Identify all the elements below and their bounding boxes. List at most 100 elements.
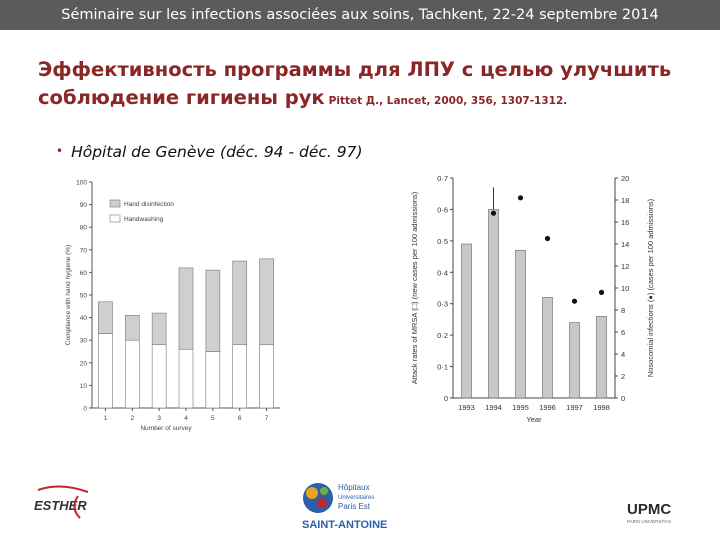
x-tick-label: 1996 bbox=[539, 403, 556, 412]
esther-logo-text: ESTHER bbox=[34, 498, 87, 513]
upmc-logo-subtext: PARIS UNIVERSITAS bbox=[627, 519, 671, 524]
bar-handwashing bbox=[178, 348, 194, 409]
y-tick-label: 50 bbox=[80, 293, 88, 300]
upmc-logo-text: UPMC bbox=[627, 501, 671, 518]
hopitaux-line-2: Universitaires bbox=[338, 495, 374, 501]
legend-label: Hand disinfection bbox=[124, 201, 174, 208]
title-line-2: соблюдение гигиены рук bbox=[38, 86, 325, 109]
hopitaux-line-3: Paris Est bbox=[338, 502, 371, 511]
bar-handwashing bbox=[232, 344, 248, 409]
bullet-item: • Hôpital de Genève (déc. 94 - déc. 97) bbox=[56, 143, 363, 161]
bar-handwashing bbox=[124, 339, 140, 409]
bar-hand-disinfection bbox=[232, 260, 248, 346]
infection-point bbox=[517, 195, 524, 201]
hopitaux-line-1: Hôpitaux bbox=[338, 483, 370, 492]
x-tick-label: 1997 bbox=[566, 403, 583, 412]
left-y-tick-label: 0·4 bbox=[437, 268, 448, 277]
y-tick-label: 30 bbox=[80, 338, 88, 345]
bar-hand-disinfection bbox=[178, 267, 194, 350]
seminar-banner: Séminaire sur les infections associées a… bbox=[0, 0, 720, 30]
x-tick-label: 4 bbox=[184, 415, 188, 422]
x-tick-label: 1998 bbox=[593, 403, 610, 412]
mrsa-bar bbox=[515, 249, 526, 399]
left-y-tick-label: 0·7 bbox=[437, 174, 448, 183]
mrsa-bar bbox=[596, 315, 607, 399]
infection-point bbox=[571, 298, 578, 304]
bar-hand-disinfection bbox=[259, 258, 274, 346]
esther-logo: ESTHER bbox=[30, 482, 96, 522]
mrsa-bar bbox=[542, 297, 553, 399]
citation: Pittet Д., Lancet, 2000, 356, 1307-1312. bbox=[328, 95, 568, 107]
esther-logo-mark: ESTHER bbox=[34, 485, 89, 519]
infection-point bbox=[490, 210, 497, 216]
y-tick-label: 40 bbox=[80, 315, 88, 322]
mrsa-bar bbox=[569, 322, 580, 399]
bar-handwashing bbox=[151, 344, 167, 409]
right-y-tick-label: 2 bbox=[621, 372, 625, 381]
bar-hand-disinfection bbox=[151, 312, 167, 346]
bar-handwashing bbox=[98, 333, 113, 409]
x-tick-label: 5 bbox=[211, 415, 215, 422]
x-tick-label: 1993 bbox=[458, 403, 475, 412]
y-tick-label: 70 bbox=[80, 247, 88, 254]
bar-hand-disinfection bbox=[205, 269, 221, 352]
left-y-tick-label: 0·6 bbox=[437, 205, 448, 214]
y-tick-label: 90 bbox=[80, 202, 88, 209]
right-y-tick-label: 14 bbox=[621, 240, 629, 249]
upmc-logo: UPMC PARIS UNIVERSITAS bbox=[626, 500, 686, 526]
right-y-tick-label: 10 bbox=[621, 284, 629, 293]
left-y-tick-label: 0·2 bbox=[437, 331, 448, 340]
right-y-tick-label: 18 bbox=[621, 196, 629, 205]
slide-title: Эффективность программы для ЛПУ с целью … bbox=[38, 56, 708, 115]
right-y-tick-label: 20 bbox=[621, 174, 629, 183]
bar-handwashing bbox=[205, 351, 221, 409]
y-tick-label: 10 bbox=[80, 383, 88, 390]
y-tick-label: 80 bbox=[80, 225, 88, 232]
bar-hand-disinfection bbox=[124, 315, 140, 341]
title-line-1: Эффективность программы для ЛПУ с целью … bbox=[38, 58, 672, 81]
hopitaux-logo-mark: Hôpitaux Universitaires Paris Est SAINT-… bbox=[302, 483, 387, 531]
mrsa-bar bbox=[488, 209, 499, 399]
right-y-tick-label: 12 bbox=[621, 262, 629, 271]
x-tick-label: 7 bbox=[265, 415, 269, 422]
left-y-tick-label: 0·5 bbox=[437, 237, 448, 246]
bullet-text: Hôpital de Genève (déc. 94 - déc. 97) bbox=[71, 143, 363, 161]
x-axis-label: Number of survey bbox=[140, 425, 192, 432]
left-y-tick-label: 0·1 bbox=[437, 363, 448, 372]
upmc-logo-mark: UPMC PARIS UNIVERSITAS bbox=[627, 501, 671, 524]
legend-swatch bbox=[109, 214, 121, 223]
x-tick-label: 1995 bbox=[512, 403, 529, 412]
y-tick-label: 60 bbox=[80, 270, 88, 277]
y-tick-label: 100 bbox=[76, 180, 87, 187]
bullet-dot-icon: • bbox=[56, 144, 64, 158]
x-axis-label: Year bbox=[526, 415, 542, 424]
x-tick-label: 2 bbox=[130, 415, 134, 422]
legend-label: Handwashing bbox=[124, 216, 164, 223]
left-y-axis-label: Attack rates of MRSA (□) (new cases per … bbox=[410, 191, 419, 384]
right-y-tick-label: 0 bbox=[621, 394, 625, 403]
infection-point bbox=[598, 289, 605, 295]
bar-hand-disinfection bbox=[98, 301, 113, 334]
y-tick-label: 0 bbox=[83, 406, 87, 413]
y-axis-label: Compliance with hand hygiene (%) bbox=[65, 245, 72, 345]
x-tick-label: 1994 bbox=[485, 403, 502, 412]
hopitaux-logo: Hôpitaux Universitaires Paris Est SAINT-… bbox=[300, 478, 400, 536]
right-y-tick-label: 16 bbox=[621, 218, 629, 227]
left-y-tick-label: 0·3 bbox=[437, 300, 448, 309]
x-tick-label: 6 bbox=[238, 415, 242, 422]
right-y-tick-label: 4 bbox=[621, 350, 625, 359]
legend-swatch bbox=[109, 199, 121, 208]
x-tick-label: 1 bbox=[104, 415, 108, 422]
left-y-tick-label: 0 bbox=[444, 394, 448, 403]
saint-antoine-text: SAINT-ANTOINE bbox=[302, 519, 387, 531]
compliance-chart: 0 10 20 30 40 50 60 70 80 90 100 1 2 3 4 5 6 7 Number of s… bbox=[65, 180, 280, 432]
right-y-tick-label: 6 bbox=[621, 328, 625, 337]
mrsa-chart: 0 0·1 0·2 0·3 0·4 0·5 0·6 0·7 0 2 4 6 8 10 12 14 16 18 20 1… bbox=[410, 174, 655, 424]
bar-handwashing bbox=[259, 344, 274, 409]
right-y-axis-label: Nosocomial infections (●) (cases per 100… bbox=[646, 198, 655, 377]
mrsa-bar bbox=[461, 243, 472, 399]
right-y-tick-label: 8 bbox=[621, 306, 625, 315]
infection-point bbox=[544, 235, 551, 242]
x-tick-label: 3 bbox=[157, 415, 161, 422]
y-tick-label: 20 bbox=[80, 360, 88, 367]
